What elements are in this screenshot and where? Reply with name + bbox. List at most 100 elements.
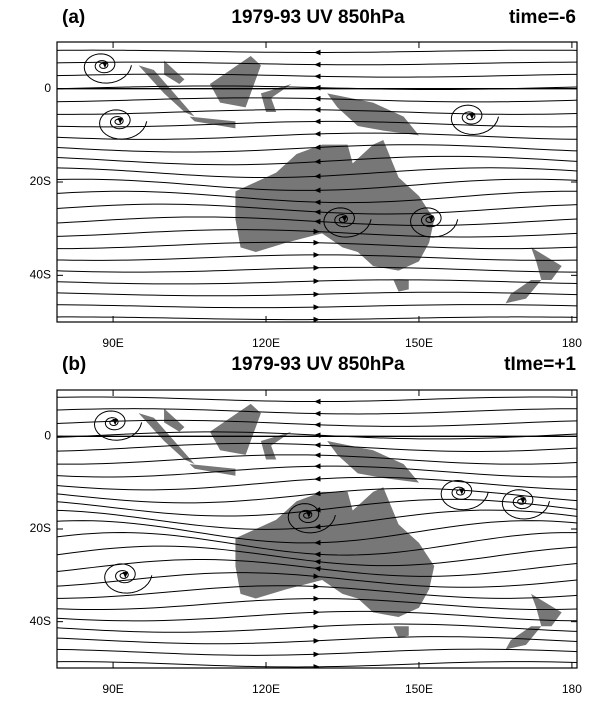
streamline	[316, 254, 577, 261]
land	[189, 116, 236, 129]
streamline	[57, 558, 318, 573]
land	[531, 247, 562, 280]
streamline	[314, 509, 577, 530]
streamline	[314, 476, 577, 491]
streamline	[57, 520, 318, 544]
vortex	[410, 207, 459, 238]
streamline	[57, 304, 320, 310]
streamline	[57, 133, 318, 140]
vortex	[287, 503, 336, 534]
streamline	[57, 661, 320, 668]
streamline	[57, 203, 318, 213]
streamline	[314, 408, 577, 417]
streamline	[316, 648, 577, 655]
land	[260, 431, 292, 460]
x-tick-label: 180	[562, 336, 582, 350]
map-panel: (b) 1979-93 UV 850hPa tIme=+1 90E 120E 150E 18…	[30, 354, 583, 696]
land	[393, 626, 409, 638]
streamline	[316, 661, 577, 668]
streamline	[314, 95, 577, 103]
streamline	[57, 493, 318, 504]
land	[138, 65, 195, 117]
vortex	[450, 104, 500, 135]
vortex	[323, 207, 372, 238]
panel-title: 1979-93 UV 850hPa	[231, 7, 405, 28]
time-label: tIme=+1	[504, 354, 576, 375]
streamline	[57, 583, 320, 599]
streamline	[314, 487, 577, 502]
streamline	[316, 304, 577, 308]
streamline	[314, 73, 577, 80]
streamline	[57, 146, 318, 153]
land	[327, 440, 419, 483]
streamline	[316, 598, 577, 611]
streamline	[57, 623, 320, 633]
streamline	[314, 420, 577, 428]
y-tick-label: 20S	[30, 521, 51, 535]
streamline	[314, 218, 577, 226]
vortex	[501, 489, 550, 520]
map-body	[57, 49, 577, 322]
streamline	[57, 572, 320, 587]
streamline	[57, 609, 320, 622]
vortex	[83, 53, 132, 84]
streamline	[57, 478, 318, 491]
map-body	[57, 396, 577, 668]
land	[209, 56, 261, 108]
streamline	[57, 509, 318, 530]
streamline	[57, 532, 318, 555]
land	[393, 280, 409, 292]
land	[327, 93, 419, 136]
streamline	[57, 419, 318, 426]
map-panel: (a) 1979-93 UV 850hPa time=-6 90E 120E 150E 18…	[30, 7, 583, 350]
streamline	[57, 637, 320, 645]
streamline	[314, 155, 577, 165]
land	[209, 403, 261, 455]
vortex	[99, 109, 148, 140]
streamline	[316, 623, 577, 632]
vortex	[93, 410, 143, 441]
streamline	[314, 498, 577, 513]
land	[260, 84, 292, 112]
streamline	[314, 61, 577, 68]
streamline	[57, 454, 318, 465]
land	[189, 464, 236, 476]
y-tick-label: 40S	[30, 614, 51, 628]
streamline	[314, 452, 577, 465]
streamline	[57, 316, 320, 322]
streamline	[57, 167, 318, 179]
streamline	[57, 49, 318, 53]
streamline	[57, 501, 318, 517]
streamline	[314, 118, 577, 128]
x-tick-label: 150E	[405, 336, 433, 350]
streamline	[57, 97, 318, 103]
streamline	[314, 546, 577, 567]
land	[235, 140, 435, 271]
streamline	[316, 266, 577, 273]
streamline	[57, 120, 318, 128]
streamline	[57, 648, 320, 658]
streamline	[314, 144, 577, 152]
land	[505, 626, 542, 650]
streamline	[316, 610, 577, 622]
streamline	[316, 242, 577, 250]
y-tick-label: 0	[44, 429, 51, 443]
streamline	[316, 291, 577, 296]
streamline	[57, 265, 320, 273]
streamline	[57, 595, 320, 611]
x-tick-label: 120E	[252, 336, 280, 350]
streamline	[57, 431, 318, 438]
streamline	[57, 465, 318, 478]
land	[531, 593, 562, 627]
streamline	[314, 204, 577, 215]
streamline	[316, 636, 577, 642]
x-tick-label: 150E	[405, 682, 433, 696]
streamline	[57, 239, 320, 250]
streamline	[314, 107, 577, 115]
streamline	[314, 49, 577, 56]
streamline	[57, 109, 318, 115]
x-tick-label: 120E	[252, 682, 280, 696]
y-tick-label: 40S	[30, 268, 51, 282]
land	[164, 60, 185, 84]
